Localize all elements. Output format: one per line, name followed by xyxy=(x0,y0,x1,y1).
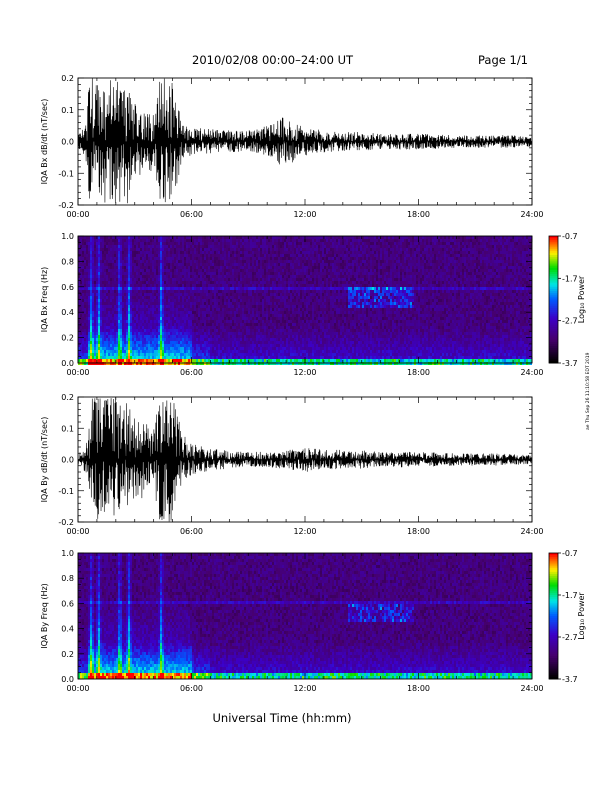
series-line xyxy=(78,397,532,522)
colorbar-tick-label: -2.7 xyxy=(562,317,578,326)
y-tick-label: 0.2 xyxy=(61,393,74,402)
x-tick-label: 18:00 xyxy=(407,527,430,536)
y-tick-label: 0.8 xyxy=(61,257,74,266)
x-tick-label: 06:00 xyxy=(180,210,203,219)
series-line xyxy=(78,78,532,204)
y-tick-label: -0.1 xyxy=(58,487,74,496)
x-tick-label: 12:00 xyxy=(293,210,316,219)
y-tick-label: 0.2 xyxy=(61,650,74,659)
colorbar-tick-label: -1.7 xyxy=(562,591,578,600)
y-tick-label: 0.6 xyxy=(61,599,74,608)
colorbar-label: Log₁₀ Power xyxy=(577,275,586,323)
y-axis-label: IQA Bx dB/dt (nT/sec) xyxy=(40,99,49,185)
y-tick-label: -0.2 xyxy=(58,518,74,527)
panel-4: -0.7 -1.7 -2.7 -3.7 Log₁₀ Power 00:00 06:00 12:… xyxy=(40,549,586,693)
x-tick-label: 18:00 xyxy=(407,684,430,693)
x-tick-label: 12:00 xyxy=(293,684,316,693)
colorbar-tick-label: -0.7 xyxy=(562,549,578,558)
x-tick-label: 24:00 xyxy=(520,210,543,219)
y-tick-label: 0.1 xyxy=(61,424,74,433)
colorbar-tick-label: -0.7 xyxy=(562,232,578,241)
x-tick-label: 24:00 xyxy=(520,684,543,693)
x-tick-label: 18:00 xyxy=(407,210,430,219)
colorbar: -0.7 -1.7 -2.7 -3.7 Log₁₀ Power xyxy=(548,549,586,684)
x-tick-label: 00:00 xyxy=(66,368,89,377)
y-tick-label: 0.1 xyxy=(61,106,74,115)
y-tick-label: -0.2 xyxy=(58,201,74,210)
spectrogram-image xyxy=(78,236,532,365)
y-tick-label: 0.4 xyxy=(61,625,74,634)
x-tick-label: 00:00 xyxy=(66,684,89,693)
colorbar: -0.7 -1.7 -2.7 -3.7 Log₁₀ Power xyxy=(548,232,586,368)
x-axis-label: Universal Time (hh:mm) xyxy=(212,711,351,725)
y-tick-label: 0.4 xyxy=(61,308,74,317)
colorbar-tick-label: -1.7 xyxy=(562,274,578,283)
y-tick-label: 0.0 xyxy=(61,456,74,465)
x-tick-label: 24:00 xyxy=(520,527,543,536)
panel-1: 00:00 06:00 12:00 18:00 24:00 0.2 0.1 0.0 -0.1 -0… xyxy=(40,74,544,219)
y-tick-label: 0.0 xyxy=(61,138,74,147)
y-tick-label: 0.2 xyxy=(61,74,74,83)
colorbar-label: Log₁₀ Power xyxy=(577,592,586,640)
y-tick-label: 0.8 xyxy=(61,574,74,583)
x-tick-label: 12:00 xyxy=(293,368,316,377)
x-tick-label: 00:00 xyxy=(66,527,89,536)
colorbar-tick-label: -2.7 xyxy=(562,633,578,642)
y-tick-label: 0.0 xyxy=(61,359,74,368)
y-tick-label: 0.0 xyxy=(61,675,74,684)
y-axis-label: IQA By Freq (Hz) xyxy=(40,583,49,649)
x-tick-label: 06:00 xyxy=(180,527,203,536)
x-tick-label: 12:00 xyxy=(293,527,316,536)
x-tick-label: 24:00 xyxy=(520,368,543,377)
y-tick-label: 0.2 xyxy=(61,334,74,343)
page-number: Page 1/1 xyxy=(478,53,529,67)
y-axis-label: IQA Bx Freq (Hz) xyxy=(40,267,49,333)
x-tick-label: 06:00 xyxy=(180,368,203,377)
spectrogram-image xyxy=(78,553,532,679)
x-tick-label: 06:00 xyxy=(180,684,203,693)
y-tick-label: 0.6 xyxy=(61,283,74,292)
x-tick-label: 18:00 xyxy=(407,368,430,377)
y-tick-label: -0.1 xyxy=(58,169,74,178)
y-tick-label: 1.0 xyxy=(61,232,74,241)
x-tick-label: 00:00 xyxy=(66,210,89,219)
page-title: 2010/02/08 00:00–24:00 UT xyxy=(192,53,354,67)
colorbar-tick-label: -3.7 xyxy=(562,359,578,368)
y-axis-label: IQA By dB/dt (nT/sec) xyxy=(40,417,49,503)
y-tick-label: 1.0 xyxy=(61,549,74,558)
panel-2: -0.7 -1.7 -2.7 -3.7 Log₁₀ Power 00:00 06:00 12:… xyxy=(40,232,586,377)
colorbar-tick-label: -3.7 xyxy=(562,675,578,684)
panel-3: 00:00 06:00 12:00 18:00 24:00 0.2 0.1 0.0 -0.1 -0… xyxy=(40,393,544,536)
